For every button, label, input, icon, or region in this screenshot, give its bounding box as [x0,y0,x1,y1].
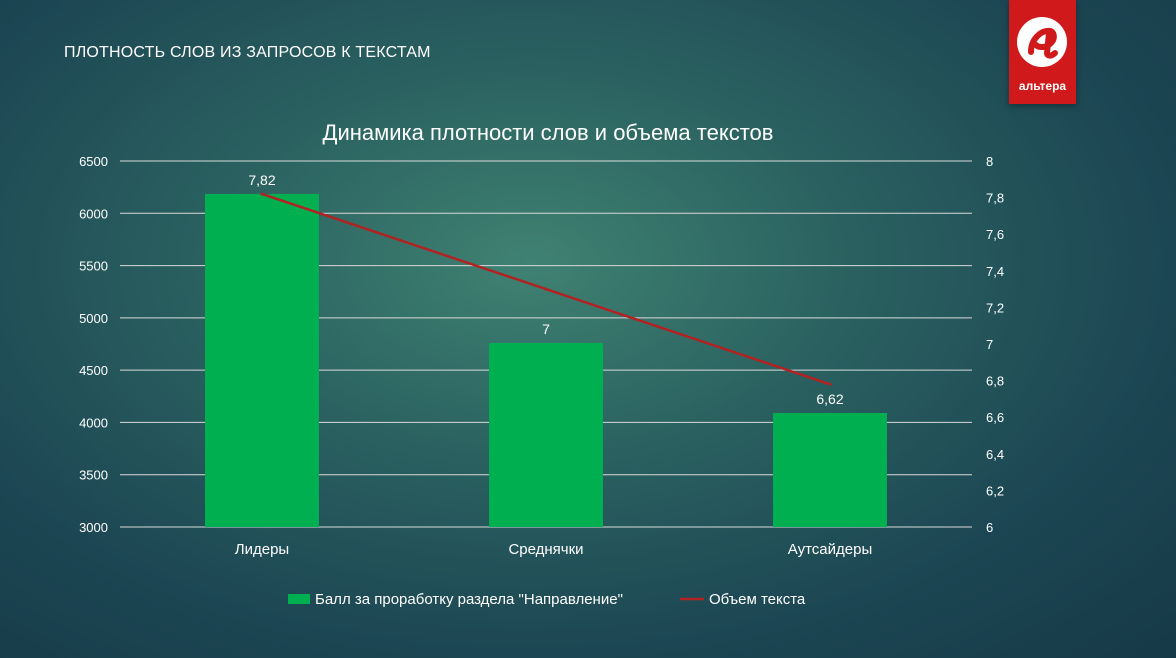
brand-logo: альтера [1009,0,1076,104]
y-left-tick-label: 5000 [79,311,108,326]
bar [489,342,603,527]
logo-mark-icon [1017,17,1067,67]
y-left-tick-label: 6000 [79,206,108,221]
legend-label-bar: Балл за проработку раздела "Направление" [315,591,623,608]
y-right-tick-label: 7,4 [986,264,1004,279]
y-right-tick-label: 6,6 [986,410,1004,425]
slide-title: ПЛОТНОСТЬ СЛОВ ИЗ ЗАПРОСОВ К ТЕКСТАМ [64,44,431,61]
legend-swatch-bar [288,594,310,604]
y-left-tick-label: 4500 [79,363,108,378]
y-right-tick-label: 8 [986,154,993,169]
y-left-tick-label: 5500 [79,259,108,274]
y-right-tick-label: 7 [986,337,993,352]
data-label: 7,82 [248,172,275,188]
y-left-tick-label: 3500 [79,468,108,483]
data-label: 7 [542,321,550,337]
y-right-tick-label: 7,6 [986,227,1004,242]
y-right-tick-label: 6,8 [986,374,1004,389]
y-right-tick-label: 7,2 [986,300,1004,315]
bar [205,193,319,527]
data-label: 6,62 [816,391,843,407]
x-tick-label: Аутсайдеры [788,541,872,558]
legend: Балл за проработку раздела "Направление"… [288,591,806,608]
y-right-tick-label: 6,2 [986,483,1004,498]
x-tick-label: Лидеры [235,541,289,558]
line-point [828,382,832,386]
y-right-tick-label: 6,4 [986,447,1004,462]
data-labels: 7,82 7 6,62 [248,172,843,407]
legend-label-line: Объем текста [709,591,806,608]
x-tick-label: Среднячки [508,541,583,558]
y-left-tick-label: 3000 [79,520,108,535]
y-right-tick-label: 7,8 [986,191,1004,206]
bar [773,413,887,527]
line-series [260,192,832,386]
bars [205,193,887,527]
logo-wordmark: альтера [1018,79,1067,93]
line-point [544,287,548,291]
axes: 3000 3500 4000 4500 5000 5500 6000 6500 6 6,2 6,4 6… [79,154,1004,558]
y-left-tick-label: 4000 [79,415,108,430]
chart-title: Динамика плотности слов и объема текстов [323,120,774,145]
line-point [260,192,264,196]
y-left-tick-label: 6500 [79,154,108,169]
y-right-tick-label: 6 [986,520,993,535]
